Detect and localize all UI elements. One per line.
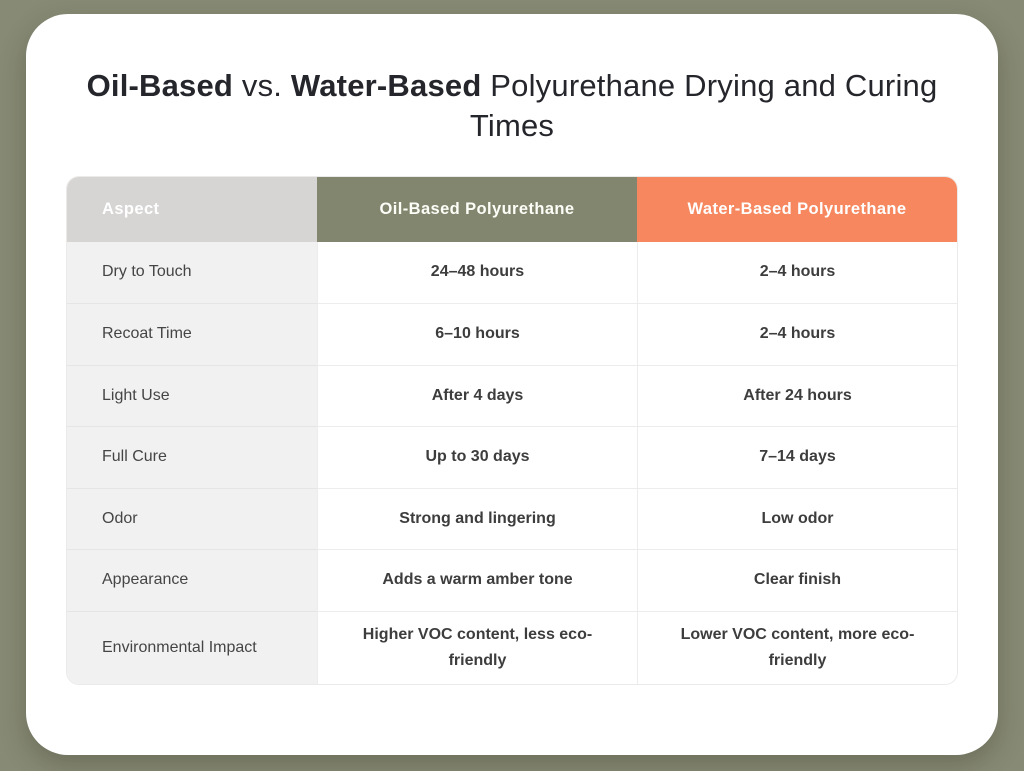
oil-cell: Higher VOC content, less eco-friendly	[317, 610, 637, 685]
water-cell: Clear finish	[637, 549, 957, 611]
aspect-cell: Appearance	[67, 549, 317, 611]
title-vs: vs.	[233, 68, 291, 103]
aspect-cell: Light Use	[67, 364, 317, 427]
aspect-cell: Environmental Impact	[67, 610, 317, 685]
water-cell: Low odor	[637, 487, 957, 550]
table-row: Environmental Impact Higher VOC content,…	[67, 610, 957, 685]
oil-cell: Strong and lingering	[317, 487, 637, 550]
oil-cell: Adds a warm amber tone	[317, 549, 637, 611]
oil-cell: 6–10 hours	[317, 303, 637, 365]
page-title: Oil-Based vs. Water-Based Polyurethane D…	[82, 66, 942, 147]
table-row: Full Cure Up to 30 days 7–14 days	[67, 426, 957, 488]
aspect-cell: Dry to Touch	[67, 241, 317, 304]
header-aspect: Aspect	[67, 176, 317, 242]
header-oil-based: Oil-Based Polyurethane	[317, 176, 637, 242]
water-cell: 2–4 hours	[637, 303, 957, 365]
aspect-cell: Full Cure	[67, 426, 317, 488]
water-cell: Lower VOC content, more eco-friendly	[637, 610, 957, 685]
water-cell: After 24 hours	[637, 364, 957, 427]
oil-cell: Up to 30 days	[317, 426, 637, 488]
oil-cell: After 4 days	[317, 364, 637, 427]
infographic-card: Oil-Based vs. Water-Based Polyurethane D…	[26, 14, 998, 755]
aspect-cell: Odor	[67, 487, 317, 550]
water-cell: 7–14 days	[637, 426, 957, 488]
table-row: Appearance Adds a warm amber tone Clear …	[67, 549, 957, 611]
title-oil-based: Oil-Based	[86, 68, 234, 103]
aspect-cell: Recoat Time	[67, 303, 317, 365]
oil-cell: 24–48 hours	[317, 241, 637, 304]
header-water-based: Water-Based Polyurethane	[637, 176, 957, 242]
table-row: Odor Strong and lingering Low odor	[67, 487, 957, 550]
table-row: Dry to Touch 24–48 hours 2–4 hours	[67, 241, 957, 304]
table-row: Recoat Time 6–10 hours 2–4 hours	[67, 303, 957, 365]
title-water-based: Water-Based	[290, 68, 482, 103]
title-rest: Polyurethane Drying and Curing Times	[469, 68, 938, 144]
table-row: Light Use After 4 days After 24 hours	[67, 364, 957, 427]
water-cell: 2–4 hours	[637, 241, 957, 304]
table-header-row: Aspect Oil-Based Polyurethane Water-Base…	[67, 176, 957, 242]
comparison-table: Aspect Oil-Based Polyurethane Water-Base…	[67, 176, 957, 685]
